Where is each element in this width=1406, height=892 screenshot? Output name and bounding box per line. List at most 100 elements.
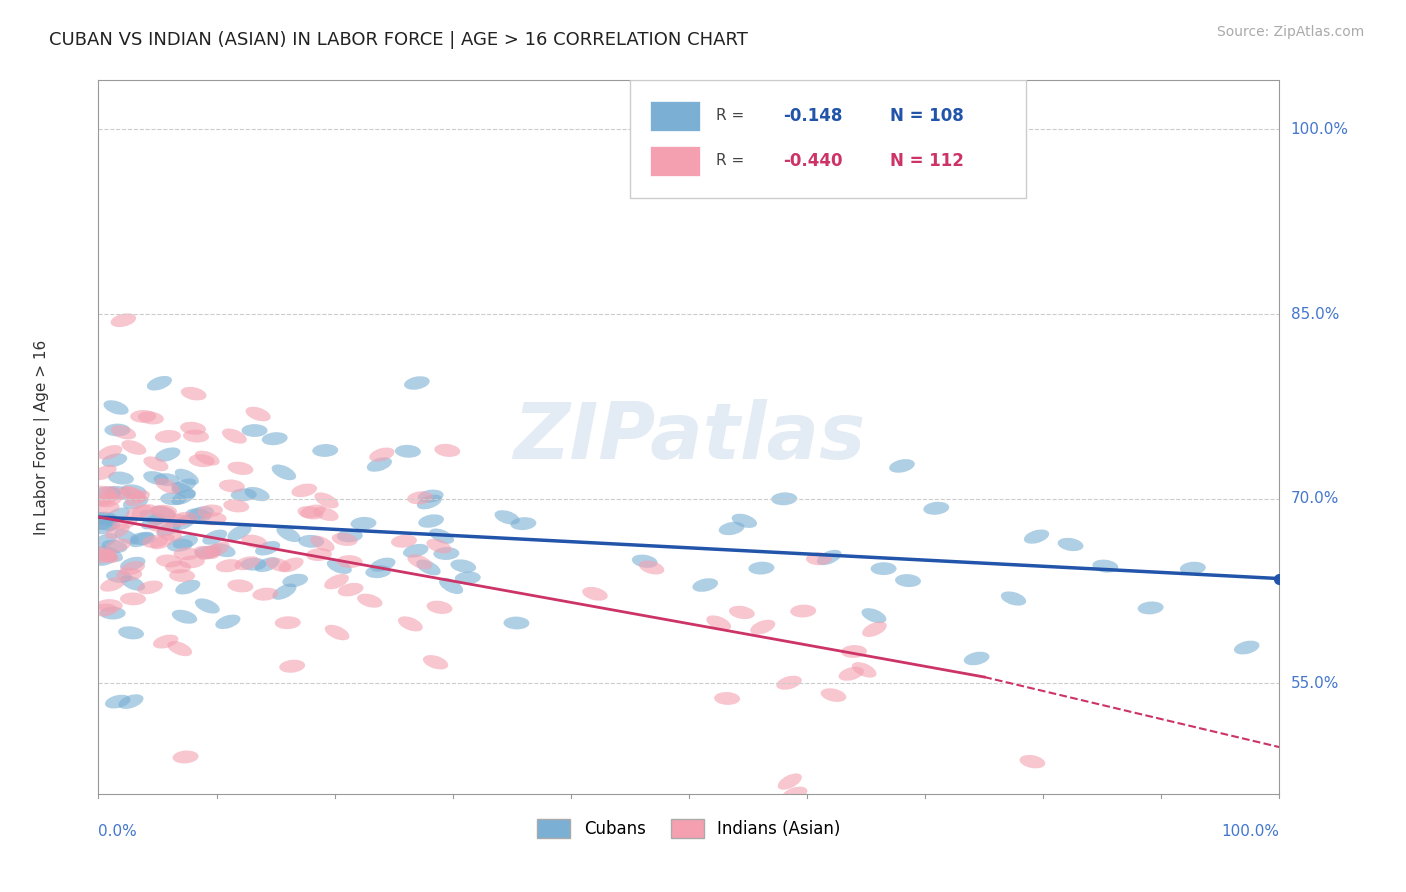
Ellipse shape bbox=[454, 572, 481, 584]
Ellipse shape bbox=[194, 450, 219, 466]
Text: 0.0%: 0.0% bbox=[98, 824, 138, 839]
Ellipse shape bbox=[434, 444, 460, 457]
Ellipse shape bbox=[222, 428, 247, 443]
Ellipse shape bbox=[219, 480, 245, 492]
Ellipse shape bbox=[112, 516, 138, 530]
Ellipse shape bbox=[337, 529, 363, 542]
Ellipse shape bbox=[194, 546, 219, 559]
Ellipse shape bbox=[450, 559, 477, 573]
Ellipse shape bbox=[143, 457, 169, 471]
Ellipse shape bbox=[215, 615, 240, 629]
Ellipse shape bbox=[209, 543, 236, 558]
Ellipse shape bbox=[965, 652, 990, 665]
Ellipse shape bbox=[271, 465, 297, 480]
Ellipse shape bbox=[188, 507, 214, 520]
Ellipse shape bbox=[97, 445, 122, 459]
Ellipse shape bbox=[91, 465, 117, 480]
Ellipse shape bbox=[91, 485, 117, 500]
Ellipse shape bbox=[315, 492, 339, 508]
FancyBboxPatch shape bbox=[650, 146, 700, 176]
Ellipse shape bbox=[101, 453, 128, 467]
Ellipse shape bbox=[273, 583, 297, 599]
Ellipse shape bbox=[751, 620, 775, 634]
Ellipse shape bbox=[242, 424, 267, 437]
Ellipse shape bbox=[148, 519, 173, 532]
Ellipse shape bbox=[404, 544, 429, 558]
Ellipse shape bbox=[181, 387, 207, 401]
Ellipse shape bbox=[188, 454, 215, 467]
Ellipse shape bbox=[728, 606, 755, 619]
Ellipse shape bbox=[104, 424, 131, 436]
Ellipse shape bbox=[202, 530, 228, 545]
Ellipse shape bbox=[172, 512, 198, 524]
Ellipse shape bbox=[100, 577, 125, 591]
Ellipse shape bbox=[426, 539, 451, 553]
Ellipse shape bbox=[93, 546, 117, 562]
Ellipse shape bbox=[503, 616, 530, 630]
Ellipse shape bbox=[186, 508, 211, 522]
Ellipse shape bbox=[262, 432, 288, 445]
Ellipse shape bbox=[429, 528, 454, 544]
Ellipse shape bbox=[325, 574, 349, 590]
Ellipse shape bbox=[298, 506, 323, 519]
Text: In Labor Force | Age > 16: In Labor Force | Age > 16 bbox=[34, 340, 49, 534]
Ellipse shape bbox=[841, 645, 868, 658]
Ellipse shape bbox=[924, 501, 949, 515]
Ellipse shape bbox=[121, 484, 146, 498]
Ellipse shape bbox=[817, 549, 842, 566]
Ellipse shape bbox=[311, 535, 335, 551]
Ellipse shape bbox=[1024, 530, 1049, 544]
Ellipse shape bbox=[165, 561, 191, 574]
Ellipse shape bbox=[105, 570, 132, 582]
Ellipse shape bbox=[197, 505, 224, 517]
Ellipse shape bbox=[838, 666, 863, 681]
Ellipse shape bbox=[167, 539, 193, 552]
Ellipse shape bbox=[245, 487, 270, 501]
Ellipse shape bbox=[138, 411, 165, 425]
Ellipse shape bbox=[283, 574, 308, 587]
Ellipse shape bbox=[179, 556, 205, 568]
Text: ZIPatlas: ZIPatlas bbox=[513, 399, 865, 475]
Ellipse shape bbox=[111, 313, 136, 327]
Ellipse shape bbox=[91, 492, 117, 506]
Ellipse shape bbox=[408, 491, 433, 504]
Ellipse shape bbox=[433, 547, 460, 560]
Ellipse shape bbox=[439, 578, 463, 594]
Ellipse shape bbox=[408, 554, 432, 569]
Ellipse shape bbox=[1057, 538, 1084, 551]
Ellipse shape bbox=[100, 607, 125, 620]
Ellipse shape bbox=[274, 616, 301, 629]
Ellipse shape bbox=[125, 491, 150, 506]
Ellipse shape bbox=[131, 410, 156, 423]
FancyBboxPatch shape bbox=[630, 80, 1025, 198]
Ellipse shape bbox=[337, 582, 364, 597]
Ellipse shape bbox=[370, 448, 395, 462]
Ellipse shape bbox=[782, 787, 807, 801]
Text: Source: ZipAtlas.com: Source: ZipAtlas.com bbox=[1216, 25, 1364, 39]
Ellipse shape bbox=[367, 458, 392, 472]
Ellipse shape bbox=[173, 514, 197, 530]
Ellipse shape bbox=[174, 468, 198, 485]
Ellipse shape bbox=[418, 494, 441, 509]
Ellipse shape bbox=[718, 522, 744, 535]
Ellipse shape bbox=[183, 430, 209, 442]
Ellipse shape bbox=[129, 533, 156, 545]
Ellipse shape bbox=[1092, 559, 1118, 573]
Ellipse shape bbox=[101, 540, 128, 553]
Ellipse shape bbox=[131, 504, 156, 518]
Ellipse shape bbox=[120, 557, 145, 571]
Ellipse shape bbox=[201, 512, 226, 525]
Ellipse shape bbox=[217, 559, 242, 573]
Ellipse shape bbox=[776, 676, 801, 690]
Ellipse shape bbox=[1001, 591, 1026, 606]
Ellipse shape bbox=[155, 478, 180, 494]
Ellipse shape bbox=[398, 616, 423, 632]
Ellipse shape bbox=[173, 750, 198, 764]
Ellipse shape bbox=[242, 534, 267, 548]
Ellipse shape bbox=[107, 486, 132, 500]
Text: -0.440: -0.440 bbox=[783, 152, 844, 169]
Ellipse shape bbox=[169, 569, 195, 582]
Ellipse shape bbox=[889, 459, 915, 473]
Ellipse shape bbox=[105, 539, 131, 552]
Ellipse shape bbox=[143, 471, 169, 485]
